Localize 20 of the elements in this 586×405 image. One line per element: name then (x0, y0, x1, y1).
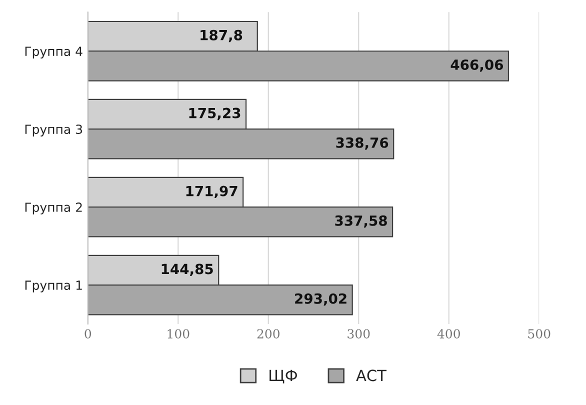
data-label: 144,85 (162, 264, 213, 276)
data-label: 337,58 (335, 215, 387, 228)
x-tick-label: 0 (84, 329, 92, 339)
data-label: 187,8 (200, 30, 242, 42)
x-tick-label: 500 (528, 329, 550, 339)
x-tick-label: 300 (348, 329, 370, 339)
legend-label: АСТ (356, 370, 386, 382)
data-label: 466,06 (450, 59, 504, 72)
y-tick-label: Группа 3 (25, 124, 82, 136)
data-label: 175,23 (189, 108, 240, 120)
x-tick-label: 400 (437, 329, 460, 339)
data-label: 171,97 (186, 186, 238, 198)
legend-label: ЩФ (270, 370, 298, 384)
y-tick-label: Группа 1 (25, 280, 82, 292)
y-tick-label: Группа 4 (25, 46, 82, 58)
x-tick-label: 100 (168, 329, 190, 339)
x-tick-label: 200 (257, 329, 280, 339)
data-label: 338,76 (336, 137, 388, 150)
y-tick-label: Группа 2 (25, 202, 82, 214)
data-label: 293,02 (295, 293, 346, 306)
